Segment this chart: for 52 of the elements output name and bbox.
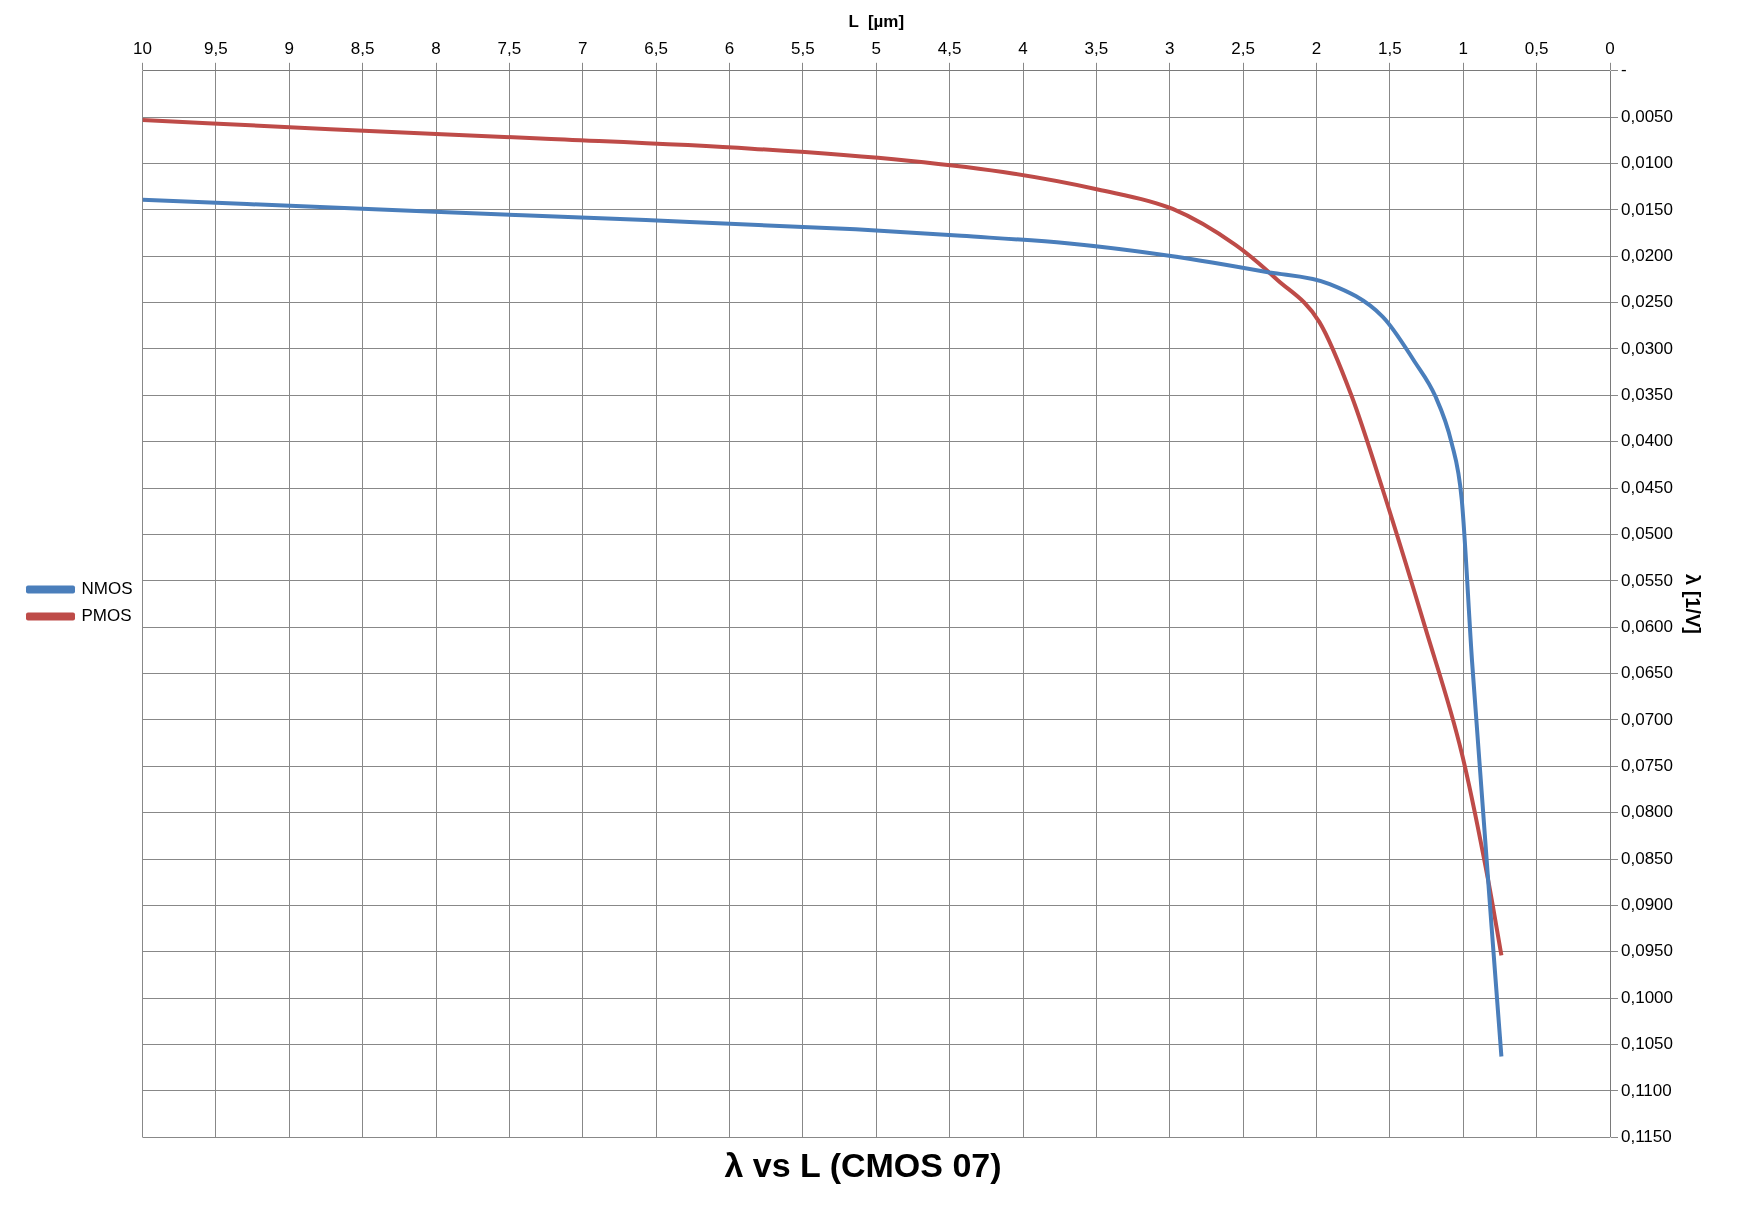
y-tick-label: 0,0500 xyxy=(1621,524,1673,544)
y-tick-label: 0,1050 xyxy=(1621,1034,1673,1054)
x-tick-label: 2 xyxy=(1311,39,1322,59)
x-tick-label: 1 xyxy=(1458,39,1468,59)
y-tick-label: 0,0050 xyxy=(1621,106,1673,126)
y-tick-label: 0,0200 xyxy=(1621,245,1673,265)
x-tick-label: 6 xyxy=(724,39,735,59)
y-tick-label: 0,0600 xyxy=(1621,616,1673,636)
y-tick-label: 0,0100 xyxy=(1621,153,1673,173)
y-tick-label: 0,0350 xyxy=(1621,385,1673,405)
x-tick-label: 10 xyxy=(133,39,152,59)
x-tick-label: 7 xyxy=(578,39,588,59)
y-tick-label: 0,0800 xyxy=(1621,802,1673,822)
x-tick-label: 0 xyxy=(1605,39,1615,59)
x-tick-label: 8,5 xyxy=(350,39,375,59)
y-tick-label: 0,0150 xyxy=(1621,199,1673,219)
x-tick-label: 5 xyxy=(871,39,881,59)
x-tick-label: 8 xyxy=(431,39,441,59)
y-tick-label: 0,0900 xyxy=(1621,895,1673,915)
x-tick-label: 3 xyxy=(1165,39,1175,59)
x-tick-label: 3,5 xyxy=(1084,39,1109,59)
y-tick-label: 0,0700 xyxy=(1621,709,1673,729)
y-tick-label: 0,0250 xyxy=(1621,292,1673,312)
x-tick-label: 1,5 xyxy=(1378,39,1402,59)
y-tick-label: 0,1150 xyxy=(1621,1126,1672,1146)
y-tick-label: 0,0650 xyxy=(1621,663,1673,683)
y-tick-label: 0,0300 xyxy=(1621,338,1673,358)
line-series xyxy=(142,117,1504,958)
x-tick-label: 0,5 xyxy=(1524,39,1549,59)
y-tick-label: 0,0950 xyxy=(1621,941,1673,961)
legend-label: PMOS xyxy=(81,606,132,626)
y-axis-title: λ [1/V] xyxy=(1682,573,1705,635)
x-tick-label: 7,5 xyxy=(497,39,522,59)
x-tick-label: 5,5 xyxy=(791,39,815,59)
y-tick-label: 0,0850 xyxy=(1621,848,1673,868)
y-tick-label: 0,1100 xyxy=(1621,1080,1672,1100)
y-tick-label: 0,0400 xyxy=(1621,431,1673,451)
y-tick-label: 0,1000 xyxy=(1621,987,1673,1007)
y-tick-label: - xyxy=(1621,60,1627,80)
text: λ vs L (CMOS 07) xyxy=(724,1145,1002,1184)
legend-label: NMOS xyxy=(81,579,133,599)
y-tick-label: 0,0550 xyxy=(1621,570,1673,590)
y-tick-label: 0,0750 xyxy=(1621,755,1673,775)
x-tick-label: 6,5 xyxy=(644,39,668,59)
x-tick-label: 9 xyxy=(284,39,294,59)
y-tick-label: 0,0450 xyxy=(1621,477,1673,497)
line-series xyxy=(142,197,1504,1059)
x-tick-label: 2,5 xyxy=(1231,39,1255,59)
x-axis-title: L [µm] xyxy=(848,11,905,31)
x-tick-label: 9,5 xyxy=(204,39,228,59)
x-tick-label: 4 xyxy=(1018,39,1028,59)
x-tick-label: 4,5 xyxy=(937,39,962,59)
